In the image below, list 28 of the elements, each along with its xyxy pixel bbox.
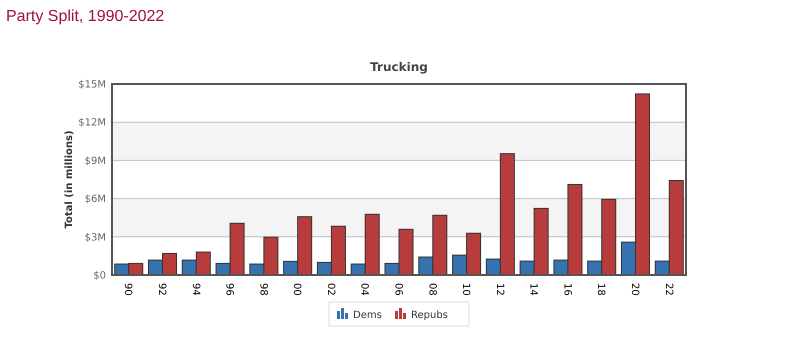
y-tick-label: $15M	[78, 80, 106, 90]
chart-title: Party Split, 1990-2022	[6, 8, 164, 25]
y-tick-label: $6M	[84, 194, 106, 206]
x-tick-label: 00	[291, 283, 302, 296]
y-tick-label: $12M	[78, 118, 106, 129]
x-tick-label: 20	[628, 283, 640, 296]
x-tick-label: 18	[595, 283, 606, 296]
x-tick-label: 90	[122, 283, 134, 296]
y-tick-label: $3M	[84, 232, 106, 244]
x-tick-label: 96	[224, 283, 235, 296]
x-tick-label: 16	[561, 283, 572, 296]
x-tick-label: 94	[190, 283, 201, 296]
x-tick-label: 06	[392, 283, 404, 296]
x-tick-label: 10	[460, 283, 472, 296]
y-axis-title: Total (in millions)	[64, 130, 75, 229]
x-tick-label: 98	[257, 283, 268, 296]
x-tick-label: 02	[324, 283, 336, 296]
y-tick-label: $9M	[84, 156, 106, 167]
legend-label: Repubs	[411, 310, 448, 321]
chart-subtitle: Trucking	[370, 60, 428, 74]
x-tick-label: 14	[528, 283, 539, 296]
legend-label: Dems	[353, 310, 382, 321]
x-tick-label: 04	[358, 283, 370, 296]
x-tick-label: 12	[494, 283, 505, 296]
x-tick-label: 22	[662, 283, 674, 296]
y-tick-label: $0	[93, 270, 106, 282]
x-tick-label: 08	[426, 283, 438, 296]
x-tick-label: 92	[156, 283, 168, 296]
